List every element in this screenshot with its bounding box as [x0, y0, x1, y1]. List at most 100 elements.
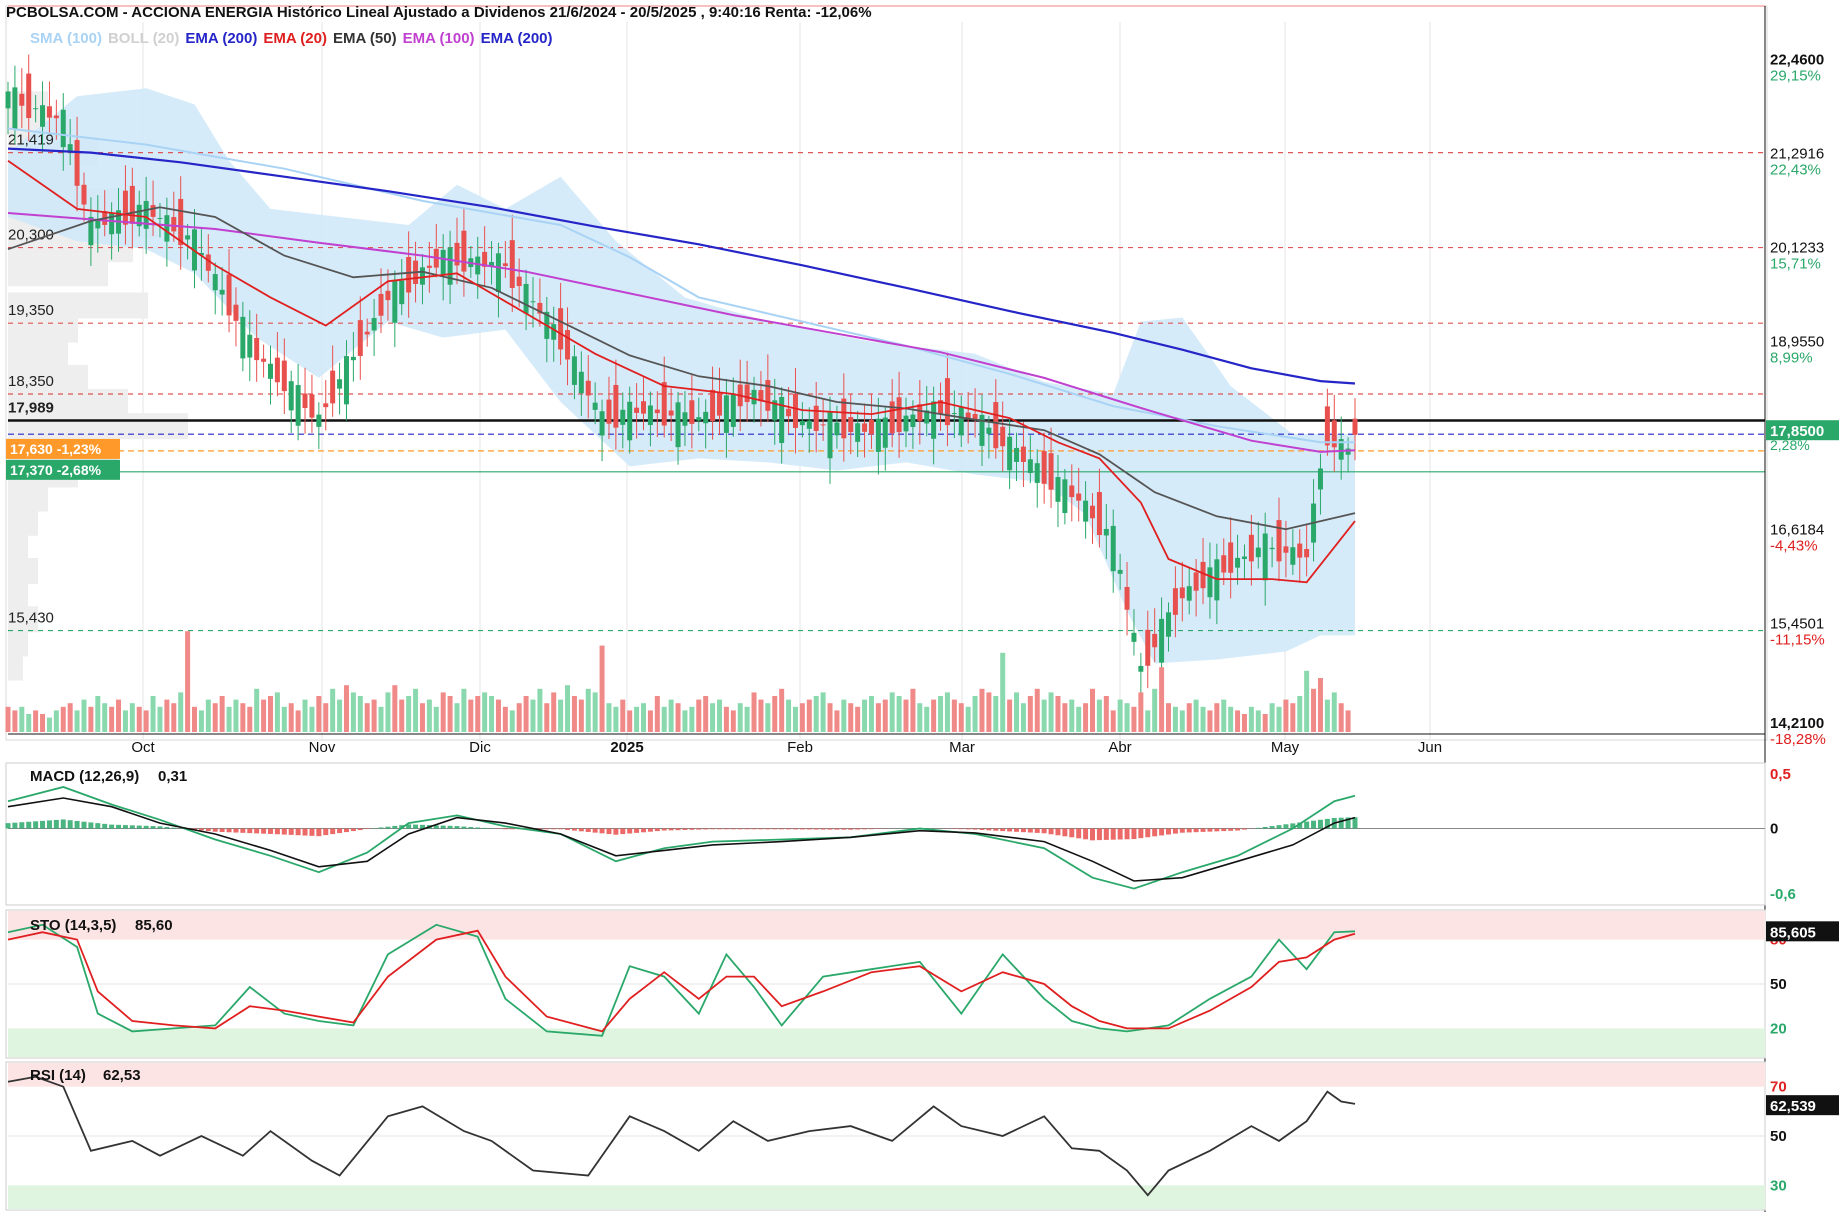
macd-histogram-bar: [710, 829, 715, 830]
candle-body: [1283, 546, 1288, 552]
volume-bar: [12, 710, 17, 732]
macd-histogram-bar: [1263, 827, 1268, 829]
candle-body: [316, 415, 321, 427]
macd-histogram-bar: [1049, 829, 1054, 835]
rsi-value: 62,53: [103, 1067, 141, 1084]
level-label: 19,350: [8, 302, 54, 319]
candle-body: [627, 402, 632, 441]
volume-bar: [517, 703, 522, 732]
candle-body: [358, 320, 363, 356]
macd-histogram-bar: [565, 829, 570, 830]
candle-body: [579, 372, 584, 393]
volume-bar: [275, 692, 280, 732]
rsi-tick-label: 50: [1770, 1128, 1787, 1145]
volume-bar: [1159, 667, 1164, 732]
macd-histogram-bar: [337, 829, 342, 834]
volume-bar: [530, 700, 535, 732]
volume-bar: [1180, 710, 1185, 732]
candle-body: [945, 378, 950, 425]
macd-histogram-bar: [503, 829, 508, 830]
volume-bar: [883, 700, 888, 732]
volume-bar: [931, 700, 936, 732]
candle-body: [1138, 666, 1143, 672]
macd-histogram-bar: [1270, 826, 1275, 828]
candle-body: [530, 301, 535, 302]
macd-histogram-bar: [834, 829, 839, 830]
macd-histogram-bar: [1000, 829, 1005, 832]
volume-bar: [1325, 700, 1330, 732]
candle-body: [862, 423, 867, 431]
sto-tick-label: 20: [1770, 1020, 1787, 1037]
volume-bar: [240, 703, 245, 732]
candle-body: [524, 284, 529, 314]
rsi-tick-label: 30: [1770, 1177, 1787, 1194]
candle-body: [993, 402, 998, 448]
volume-bar: [793, 707, 798, 732]
volume-bar: [461, 689, 466, 732]
candle-body: [1256, 548, 1261, 558]
right-tick-pct: -18,28%: [1770, 731, 1826, 748]
volume-bar: [1194, 700, 1199, 732]
candle-body: [855, 423, 860, 442]
volume-bar: [593, 692, 598, 732]
volume-bar: [917, 703, 922, 732]
volume-bar: [524, 696, 529, 732]
macd-histogram-bar: [689, 829, 694, 830]
candle-body: [95, 221, 100, 229]
right-tick-value: 22,4600: [1770, 51, 1824, 68]
volume-bar: [1028, 696, 1033, 732]
macd-histogram-bar: [323, 829, 328, 836]
right-tick-pct: 22,43%: [1770, 161, 1821, 178]
candle-body: [461, 231, 466, 272]
macd-histogram-bar: [1014, 829, 1019, 832]
volume-bar: [966, 707, 971, 732]
x-tick-label: Dic: [469, 739, 491, 756]
candle-body: [821, 424, 826, 425]
candle-body: [123, 191, 128, 225]
macd-histogram-bar: [828, 829, 833, 830]
macd-histogram-bar: [1083, 829, 1088, 840]
macd-histogram-bar: [413, 825, 418, 829]
macd-histogram-bar: [1228, 829, 1233, 831]
candle-body: [641, 401, 646, 413]
volume-bar: [910, 689, 915, 732]
rsi-tick-label: 70: [1770, 1079, 1787, 1096]
volume-bar: [1187, 703, 1192, 732]
volume-bar: [558, 700, 563, 732]
macd-histogram-bar: [862, 829, 867, 830]
candle-body: [717, 393, 722, 416]
macd-line: [8, 787, 1355, 889]
candle-body: [897, 397, 902, 432]
candle-body: [261, 359, 266, 362]
volume-profile-bar: [8, 558, 38, 584]
volume-bar: [1304, 671, 1309, 732]
macd-histogram-bar: [606, 829, 611, 834]
candle-body: [793, 394, 798, 428]
volume-bar: [537, 689, 542, 732]
volume-bar: [979, 689, 984, 732]
volume-bar: [372, 700, 377, 732]
rsi-overbought-zone: [8, 1063, 1765, 1087]
volume-bar: [365, 703, 370, 732]
volume-bar: [696, 700, 701, 732]
candle-body: [275, 358, 280, 383]
macd-histogram-bar: [682, 829, 687, 830]
macd-histogram-bar: [1152, 829, 1157, 837]
macd-histogram-bar: [966, 829, 971, 830]
candle-body: [309, 394, 314, 417]
volume-bar: [75, 710, 80, 732]
macd-histogram-bar: [1090, 829, 1095, 841]
candle-body: [841, 399, 846, 439]
macd-histogram-bar: [6, 823, 11, 828]
macd-histogram-bar: [240, 829, 245, 833]
right-tick-pct: 2,28%: [1770, 437, 1810, 453]
volume-bar: [973, 696, 978, 732]
volume-bar: [344, 685, 349, 732]
candle-body: [1014, 448, 1019, 462]
macd-histogram-bar: [157, 826, 162, 828]
volume-bar: [572, 696, 577, 732]
volume-bar: [1166, 703, 1171, 732]
x-tick-label: Jun: [1418, 739, 1442, 756]
volume-bar: [157, 707, 162, 732]
